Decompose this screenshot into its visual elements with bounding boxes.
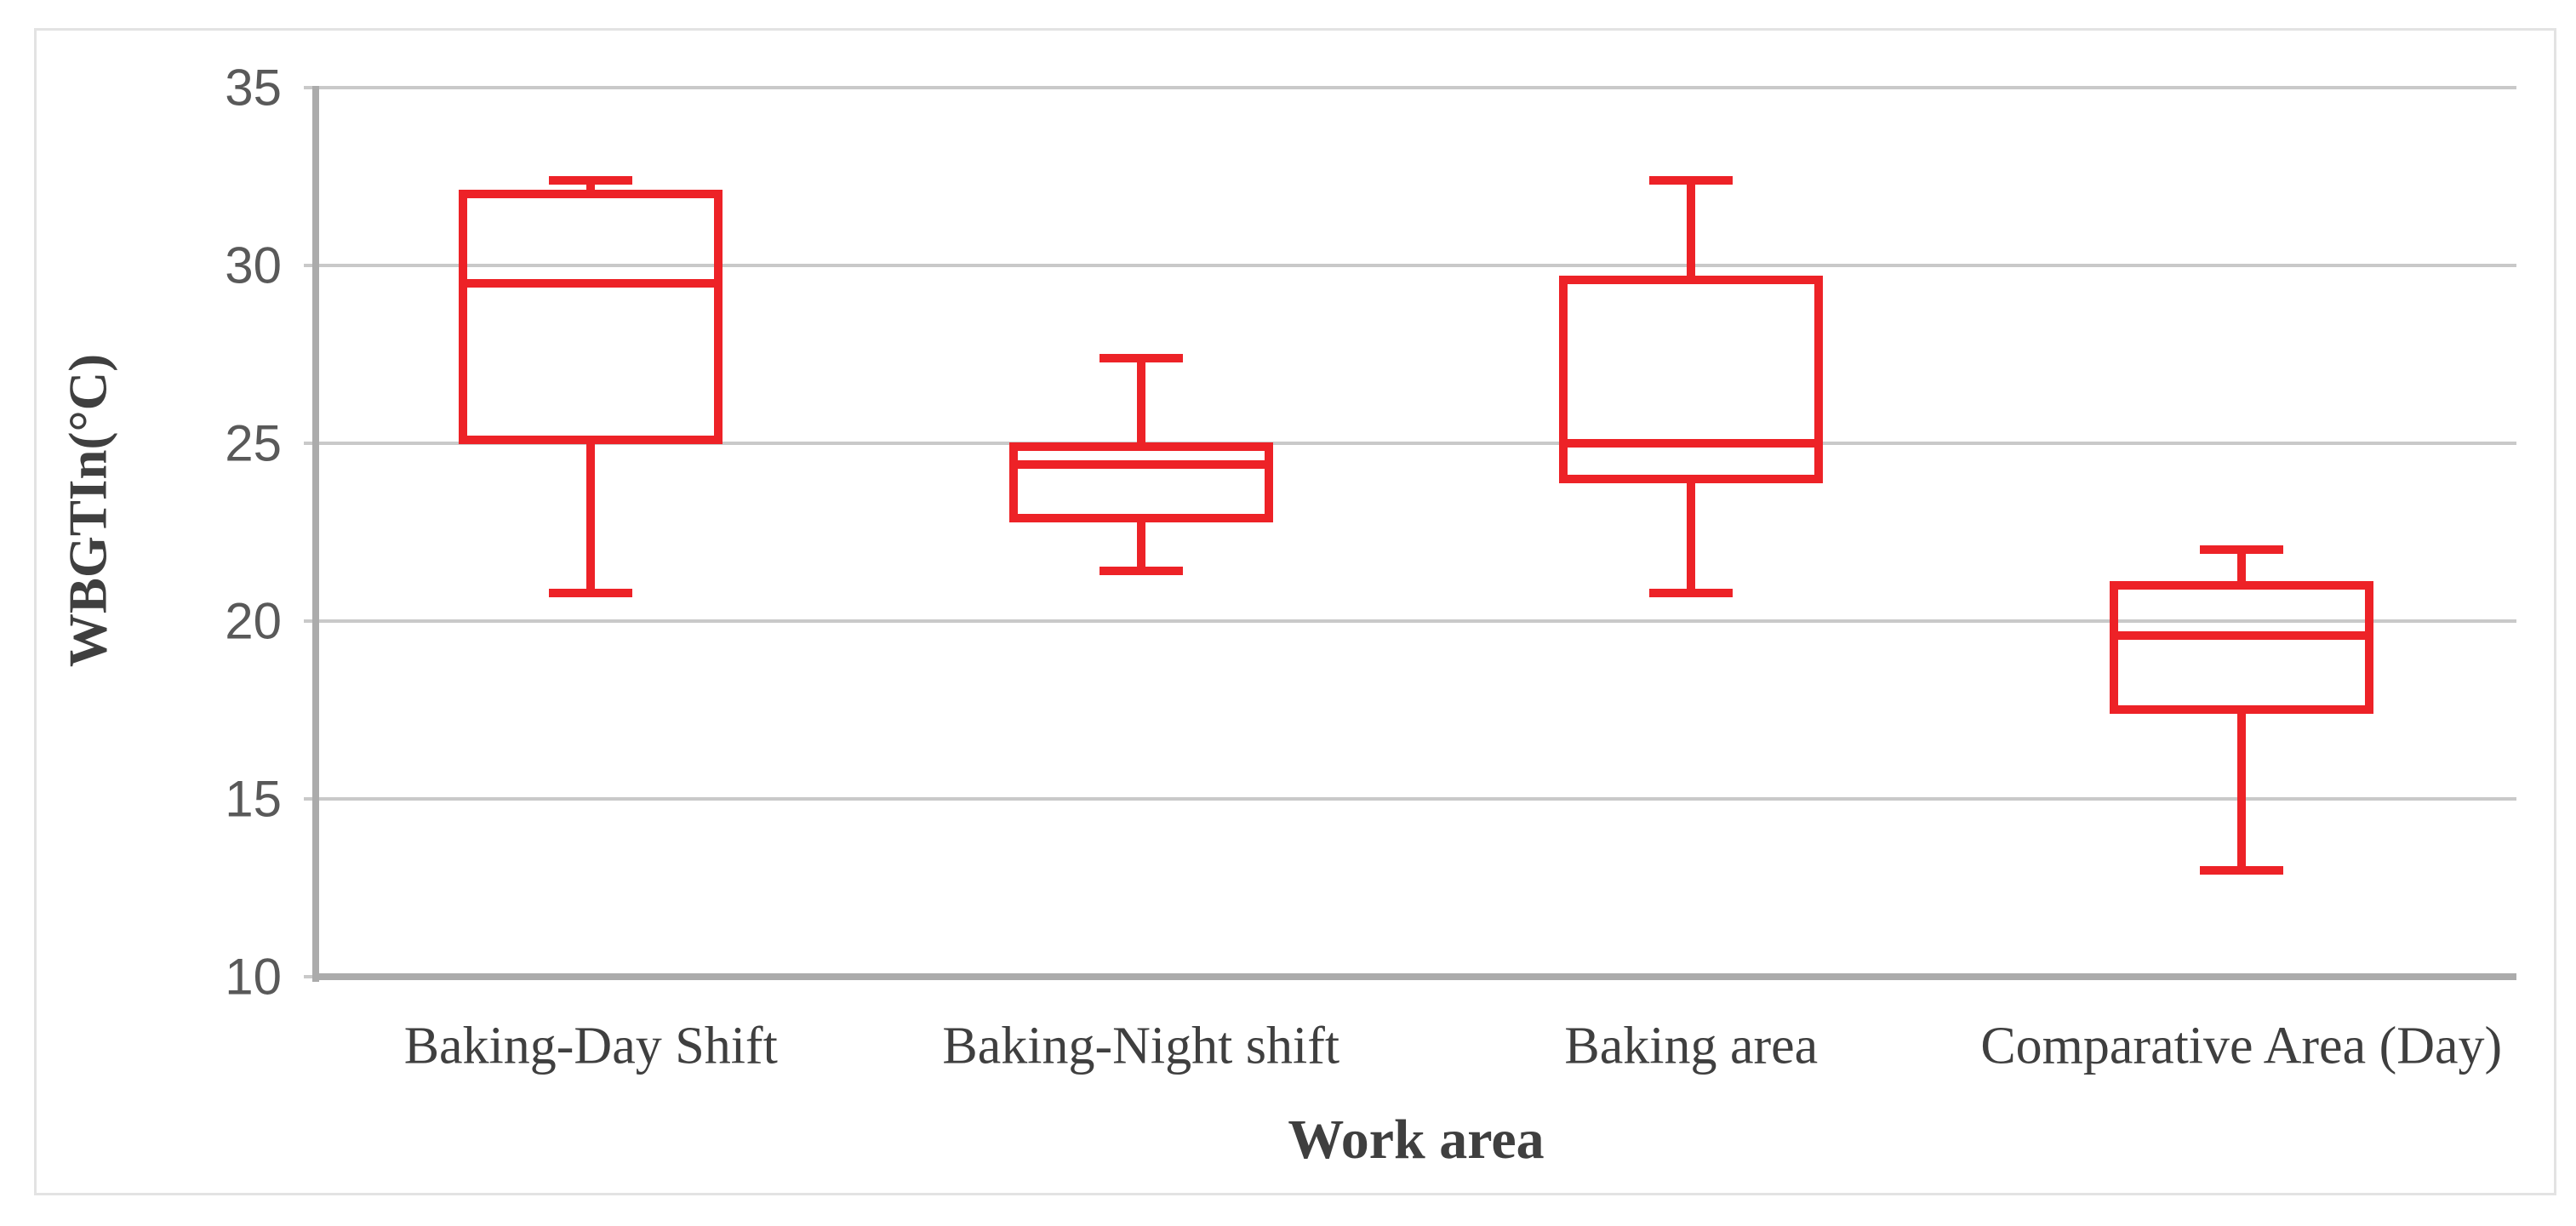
- box-iqr: [1008, 442, 1273, 522]
- gridline-y-35: [304, 86, 2516, 89]
- median-line: [1559, 439, 1824, 448]
- box-iqr: [2109, 581, 2373, 715]
- upper-whisker-stem: [2236, 550, 2246, 586]
- upper-whisker-cap: [1649, 175, 1734, 185]
- figure-border: [34, 28, 2556, 1195]
- upper-whisker-cap: [2199, 545, 2283, 555]
- y-tick-label-15: 15: [225, 770, 282, 828]
- median-line: [459, 278, 723, 288]
- x-axis-title: Work area: [1288, 1109, 1545, 1171]
- upper-whisker-stem: [586, 180, 596, 195]
- gridline-y-15: [304, 797, 2516, 801]
- lower-whisker-cap: [1649, 588, 1734, 597]
- gridline-y-20: [304, 619, 2516, 623]
- y-axis-line: [312, 86, 319, 982]
- lower-whisker-cap: [549, 588, 633, 597]
- category-label: Baking area: [1564, 1017, 1819, 1075]
- y-axis-title: WBGTIn(°C): [58, 353, 118, 668]
- lower-whisker-stem: [2236, 710, 2246, 870]
- median-line: [1008, 460, 1273, 470]
- median-line: [2109, 630, 2373, 640]
- x-axis-line: [312, 973, 2516, 980]
- y-tick-label-25: 25: [225, 414, 282, 472]
- box-iqr: [459, 190, 723, 444]
- lower-whisker-stem: [586, 439, 596, 593]
- y-tick-label-10: 10: [225, 948, 282, 1006]
- box-iqr: [1559, 275, 1824, 483]
- category-label: Comparative Area (Day): [1980, 1017, 2503, 1075]
- category-label: Baking-Day Shift: [403, 1017, 778, 1075]
- upper-whisker-cap: [549, 175, 633, 185]
- lower-whisker-cap: [1099, 567, 1183, 576]
- gridline-y-25: [304, 442, 2516, 445]
- lower-whisker-stem: [1687, 478, 1696, 593]
- lower-whisker-stem: [1136, 517, 1145, 572]
- y-tick-label-35: 35: [225, 59, 282, 117]
- upper-whisker-cap: [1099, 353, 1183, 362]
- upper-whisker-stem: [1687, 180, 1696, 280]
- lower-whisker-cap: [2199, 865, 2283, 875]
- y-tick-label-30: 30: [225, 237, 282, 294]
- gridline-y-30: [304, 264, 2516, 267]
- upper-whisker-stem: [1136, 357, 1145, 448]
- y-tick-label-20: 20: [225, 592, 282, 650]
- category-label: Baking-Night shift: [942, 1017, 1340, 1075]
